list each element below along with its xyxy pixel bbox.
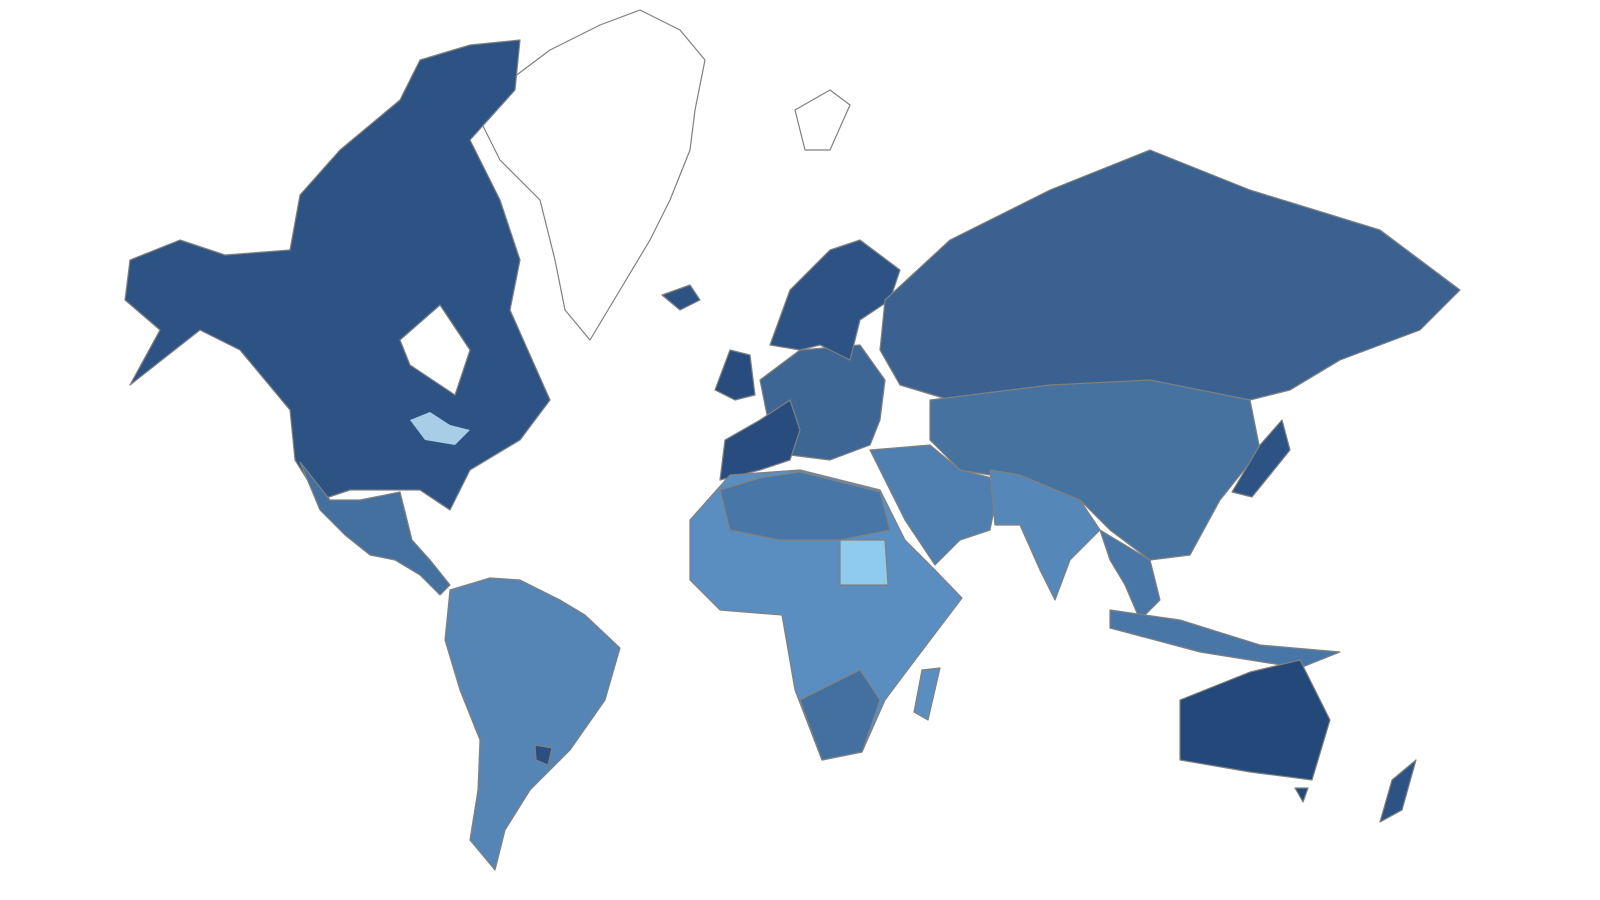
region-iceland bbox=[661, 284, 701, 311]
region-japan bbox=[1231, 419, 1291, 498]
region-sudan bbox=[839, 539, 889, 586]
region-greenland bbox=[479, 9, 706, 341]
region-great-lakes bbox=[410, 412, 470, 445]
region-middle-east bbox=[869, 444, 1001, 566]
region-north-africa bbox=[719, 471, 891, 541]
region-madagascar bbox=[913, 667, 941, 721]
region-australia bbox=[1179, 659, 1331, 781]
region-north-america bbox=[124, 39, 551, 511]
region-russia bbox=[879, 149, 1461, 401]
region-new-zealand bbox=[1379, 759, 1417, 823]
region-southern-africa bbox=[799, 669, 881, 761]
region-indonesia bbox=[1109, 609, 1341, 669]
region-uruguay bbox=[534, 744, 553, 766]
region-asia bbox=[929, 379, 1261, 561]
region-svalbard bbox=[794, 89, 851, 151]
region-uk bbox=[714, 349, 756, 401]
region-africa bbox=[689, 469, 963, 761]
region-western-europe bbox=[719, 399, 801, 481]
region-tasmania bbox=[1294, 787, 1309, 803]
region-south-asia bbox=[989, 469, 1101, 601]
region-south-america bbox=[444, 577, 621, 871]
region-mexico-central-america bbox=[299, 461, 451, 596]
